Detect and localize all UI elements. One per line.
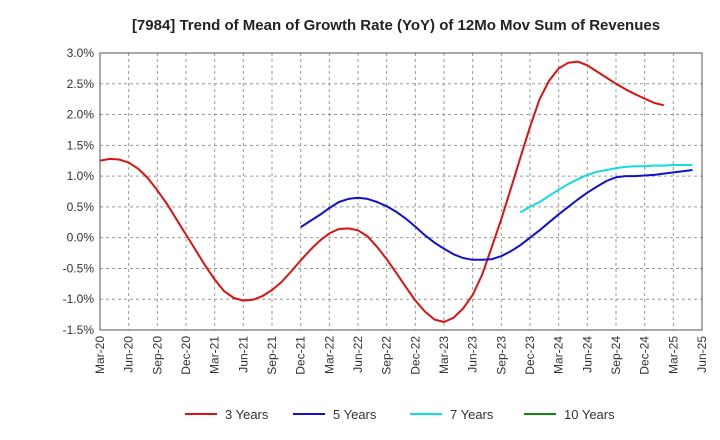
x-tick-label: Dec-23 xyxy=(523,336,537,375)
y-tick-label: -0.5% xyxy=(63,261,95,275)
y-tick-label: 1.0% xyxy=(67,169,95,183)
series-line-5-years xyxy=(300,169,693,261)
legend-label: 10 Years xyxy=(564,407,615,422)
x-tick-label: Jun-25 xyxy=(695,336,709,373)
x-tick-label: Mar-25 xyxy=(666,336,680,374)
x-tick-label: Sep-24 xyxy=(609,336,623,375)
y-tick-label: 3.0% xyxy=(67,46,95,60)
y-tick-label: 2.0% xyxy=(67,108,95,122)
x-tick-label: Jun-20 xyxy=(122,336,136,373)
y-tick-label: -1.0% xyxy=(63,292,95,306)
x-tick-label: Mar-24 xyxy=(552,336,566,374)
legend-label: 3 Years xyxy=(225,407,269,422)
y-axis: -1.5% -1.0% -0.5% 0.0% 0.5% 1.0% 1.5% 2.0% 2.5% 3… xyxy=(63,46,95,337)
series-group xyxy=(99,60,693,323)
x-tick-label: Mar-20 xyxy=(93,336,107,374)
series-line-3-years xyxy=(99,60,665,323)
x-tick-label: Mar-21 xyxy=(208,336,222,374)
y-tick-label: 2.5% xyxy=(67,77,95,91)
y-tick-label: 1.5% xyxy=(67,138,95,152)
x-tick-label: Dec-20 xyxy=(179,336,193,375)
plot-frame xyxy=(99,52,703,331)
x-tick-label: Dec-22 xyxy=(408,336,422,375)
x-tick-label: Sep-22 xyxy=(380,336,394,375)
grid xyxy=(99,52,703,331)
x-tick-label: Jun-24 xyxy=(580,336,594,373)
x-tick-label: Dec-24 xyxy=(638,336,652,375)
x-tick-label: Sep-20 xyxy=(150,336,164,375)
x-tick-label: Dec-21 xyxy=(294,336,308,375)
y-tick-label: 0.0% xyxy=(67,231,95,245)
x-tick-label: Sep-21 xyxy=(265,336,279,375)
x-tick-label: Jun-21 xyxy=(236,336,250,373)
x-tick-label: Mar-23 xyxy=(437,336,451,374)
legend-label: 7 Years xyxy=(450,407,494,422)
x-tick-label: Mar-22 xyxy=(322,336,336,374)
legend-label: 5 Years xyxy=(333,407,377,422)
chart-title: [7984] Trend of Mean of Growth Rate (YoY… xyxy=(132,17,660,34)
x-tick-label: Sep-23 xyxy=(494,336,508,375)
y-tick-label: -1.5% xyxy=(63,323,95,337)
legend: 3 Years 5 Years 7 Years 10 Years xyxy=(185,407,615,422)
x-axis: Mar-20 Jun-20 Sep-20 Dec-20 Mar-21 Jun-21 Sep-… xyxy=(93,336,709,375)
y-tick-label: 0.5% xyxy=(67,200,95,214)
series-line-7-years xyxy=(519,164,693,214)
x-tick-label: Jun-22 xyxy=(351,336,365,373)
plot-border xyxy=(99,52,703,331)
x-tick-label: Jun-23 xyxy=(466,336,480,373)
